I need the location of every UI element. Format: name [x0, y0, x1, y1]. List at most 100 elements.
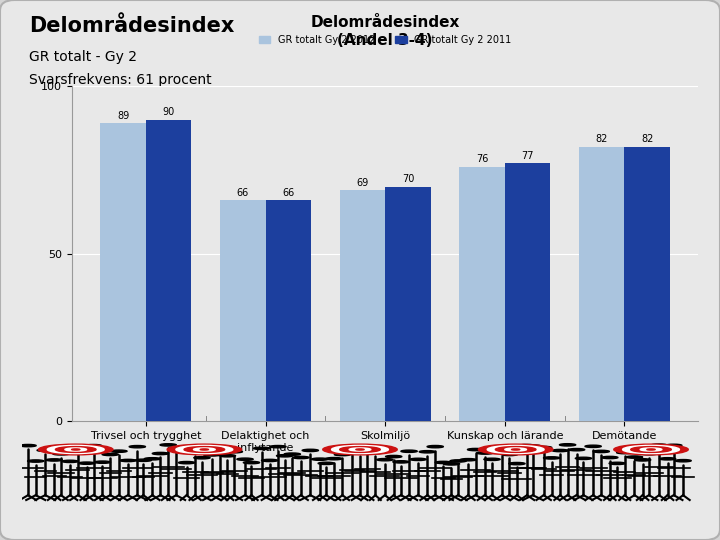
Circle shape — [323, 444, 397, 455]
Circle shape — [651, 444, 667, 446]
Circle shape — [575, 457, 592, 460]
Text: 70: 70 — [402, 174, 414, 184]
Circle shape — [72, 449, 80, 450]
Circle shape — [20, 444, 36, 447]
Circle shape — [609, 462, 626, 464]
Circle shape — [70, 448, 86, 450]
Circle shape — [487, 446, 544, 454]
Circle shape — [559, 444, 576, 446]
Circle shape — [544, 457, 559, 459]
Circle shape — [261, 460, 278, 462]
Circle shape — [359, 447, 375, 449]
Bar — [340, 190, 385, 421]
Circle shape — [167, 444, 241, 455]
Circle shape — [666, 444, 682, 447]
Circle shape — [27, 460, 44, 462]
Circle shape — [276, 455, 293, 457]
Text: 69: 69 — [356, 178, 369, 187]
Circle shape — [640, 448, 662, 451]
Circle shape — [46, 459, 62, 461]
Circle shape — [623, 446, 680, 454]
Circle shape — [585, 445, 601, 448]
Text: 90: 90 — [163, 107, 175, 117]
Circle shape — [616, 451, 633, 454]
Circle shape — [62, 460, 78, 463]
Circle shape — [675, 460, 691, 462]
Circle shape — [509, 462, 525, 465]
Circle shape — [536, 447, 552, 449]
Text: Svarsfrekvens: 61 procent: Svarsfrekvens: 61 procent — [29, 73, 212, 87]
Title: Delområdesindex
(Andel 3-4): Delområdesindex (Andel 3-4) — [310, 15, 460, 48]
Circle shape — [519, 444, 535, 447]
Circle shape — [176, 446, 233, 454]
Circle shape — [212, 452, 228, 454]
Circle shape — [410, 458, 426, 461]
Bar — [459, 167, 505, 421]
Text: 66: 66 — [237, 187, 249, 198]
Bar — [266, 200, 311, 421]
Circle shape — [220, 455, 235, 457]
Circle shape — [102, 453, 118, 456]
Circle shape — [660, 457, 675, 460]
Circle shape — [419, 450, 436, 453]
Circle shape — [613, 444, 688, 455]
Text: 82: 82 — [641, 134, 653, 144]
Bar — [624, 147, 670, 421]
Circle shape — [237, 458, 253, 461]
Bar — [146, 120, 192, 421]
Circle shape — [332, 446, 388, 454]
Circle shape — [270, 446, 286, 448]
Circle shape — [552, 449, 568, 452]
Text: GR totalt - Gy 2: GR totalt - Gy 2 — [29, 50, 137, 64]
Circle shape — [641, 453, 657, 455]
Circle shape — [505, 448, 526, 451]
Circle shape — [302, 449, 318, 451]
Circle shape — [631, 447, 671, 453]
Circle shape — [477, 452, 493, 454]
Circle shape — [48, 446, 104, 454]
Circle shape — [593, 450, 609, 453]
Circle shape — [135, 459, 151, 462]
Circle shape — [129, 446, 145, 448]
Bar — [101, 123, 146, 421]
Bar — [579, 147, 624, 421]
Legend: GR totalt Gy 2 2012, GR totalt Gy 2 2011: GR totalt Gy 2 2012, GR totalt Gy 2 2011 — [255, 31, 516, 49]
Circle shape — [444, 463, 459, 465]
Circle shape — [634, 458, 651, 461]
Circle shape — [120, 460, 136, 462]
Circle shape — [194, 448, 215, 451]
Circle shape — [293, 456, 309, 458]
Circle shape — [284, 453, 300, 455]
Bar — [505, 164, 550, 421]
Circle shape — [204, 454, 220, 456]
Circle shape — [525, 445, 541, 447]
Circle shape — [356, 449, 364, 450]
Circle shape — [144, 457, 161, 460]
Circle shape — [226, 450, 243, 453]
Circle shape — [168, 447, 184, 449]
Circle shape — [55, 447, 96, 453]
Circle shape — [334, 454, 351, 456]
Circle shape — [243, 461, 260, 464]
Circle shape — [111, 450, 127, 453]
Circle shape — [450, 460, 467, 462]
Circle shape — [401, 450, 417, 453]
Circle shape — [569, 449, 585, 451]
Circle shape — [187, 451, 203, 453]
Circle shape — [467, 448, 484, 451]
Circle shape — [626, 456, 642, 458]
Circle shape — [78, 462, 95, 464]
Circle shape — [253, 447, 270, 449]
Circle shape — [340, 447, 380, 453]
Text: 76: 76 — [476, 154, 488, 164]
Circle shape — [512, 449, 520, 450]
Circle shape — [200, 449, 208, 450]
Circle shape — [94, 461, 111, 463]
Circle shape — [484, 458, 500, 461]
Circle shape — [460, 458, 477, 461]
Circle shape — [179, 462, 194, 464]
Circle shape — [351, 450, 368, 453]
Circle shape — [53, 453, 69, 455]
Circle shape — [349, 448, 371, 451]
Circle shape — [435, 461, 451, 464]
